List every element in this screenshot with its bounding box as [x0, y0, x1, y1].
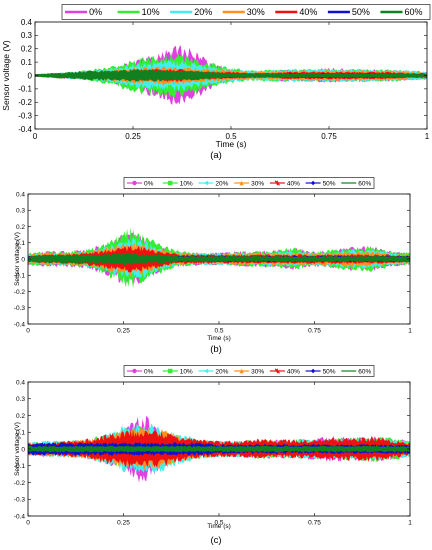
y-tick-label: 0	[21, 446, 25, 453]
legend-label: 10%	[180, 368, 193, 375]
y-tick-label: -0.2	[14, 480, 26, 487]
x-tick-label: 1	[425, 132, 430, 141]
legend-label: 50%	[323, 368, 336, 375]
y-tick-label: 0.3	[16, 396, 25, 403]
chart-panel-3: -0.4 -0.3 -0.2 -0.1 0 0.1 0.2 0.3 0.4 0 0.25 0.5 0.7…	[14, 365, 412, 546]
legend-label: 20%	[215, 180, 228, 187]
panel-caption: (c)	[210, 535, 221, 546]
legend-label: 30%	[251, 180, 264, 187]
y-tick-label: 0.2	[21, 45, 33, 54]
legend-label: 60%	[358, 180, 371, 187]
y-tick-label: -0.1	[18, 85, 32, 94]
legend-marker	[274, 368, 280, 374]
y-tick-label: 0.2	[16, 413, 25, 420]
series-60pct-area	[35, 68, 427, 82]
y-tick-label: -0.1	[14, 463, 26, 470]
panel-caption: (b)	[210, 344, 222, 355]
legend-label: 50%	[352, 7, 370, 17]
plot-area	[28, 416, 410, 483]
legend-marker	[310, 368, 316, 374]
legend: 0% 10% 20% 30% 40% 50% 60%	[123, 177, 375, 189]
y-tick-label: -0.4	[14, 321, 26, 328]
y-tick-label: 0.4	[21, 18, 33, 27]
x-tick-label: 1	[408, 328, 412, 335]
y-tick-label: -0.3	[14, 305, 26, 312]
x-tick-label: 0.75	[308, 520, 321, 527]
y-tick-label: -0.3	[18, 111, 32, 120]
legend-label: 20%	[194, 7, 212, 17]
legend-label: 0%	[89, 7, 102, 17]
legend-marker	[203, 180, 209, 186]
chart-panel-2: -0.4 -0.3 -0.2 -0.1 0 0.1 0.2 0.3 0.4 0 0.25 0.5 0.7…	[14, 177, 412, 355]
panel-caption: (a)	[210, 150, 222, 161]
legend-marker	[132, 368, 137, 374]
x-tick-label: 0.25	[117, 520, 130, 527]
y-tick-label: -0.4	[14, 513, 26, 520]
y-tick-label: -0.1	[14, 273, 26, 280]
y-tick-label: 0.1	[16, 430, 25, 437]
legend-label: 20%	[215, 368, 228, 375]
y-tick-label: 0.1	[16, 240, 25, 247]
chart-panel-1: -0.4 -0.3 -0.2 -0.1 0 0.1 0.2 0.3 0.4 0 0.25 0.5 0.7…	[1, 4, 431, 161]
y-tick-label: 0.2	[16, 224, 25, 231]
y-tick-label: 0.3	[16, 208, 25, 215]
legend-label: 10%	[180, 180, 193, 187]
y-tick-label: 0.4	[16, 379, 25, 386]
x-tick-label: 0	[33, 132, 38, 141]
y-axis-label: Sensor voltage (V)	[14, 422, 21, 476]
legend-marker	[310, 180, 316, 186]
y-tick-label: -0.2	[18, 98, 32, 107]
x-tick-label: 0	[26, 520, 30, 527]
legend: 0% 10% 20% 30% 40% 50% 60%	[61, 4, 431, 20]
y-tick-label: 0	[21, 256, 25, 263]
y-tick-label: -0.2	[14, 289, 26, 296]
x-axis-label: Time (s)	[216, 139, 247, 149]
legend-label: 30%	[251, 368, 264, 375]
legend-label: 0%	[144, 180, 154, 187]
legend-label: 10%	[142, 7, 160, 17]
x-axis-label: Time (s)	[207, 335, 231, 342]
legend-label: 50%	[323, 180, 336, 187]
y-axis-label: Sensor voltage (V)	[1, 40, 11, 111]
legend-label: 0%	[144, 368, 154, 375]
plot-area	[35, 45, 427, 105]
x-tick-label: 0.5	[225, 132, 237, 141]
series-60pct-area	[28, 252, 410, 266]
legend-marker	[274, 180, 280, 186]
legend-marker	[203, 368, 209, 374]
legend-marker	[239, 180, 244, 186]
y-axis-label: Sensor voltage (V)	[14, 232, 21, 286]
x-tick-label: 0	[26, 328, 30, 335]
legend-marker	[168, 368, 173, 374]
x-tick-label: 0.25	[117, 328, 130, 335]
legend-label: 40%	[287, 180, 300, 187]
series-60pct-area	[28, 445, 410, 453]
legend-label: 60%	[358, 368, 371, 375]
legend-marker	[168, 180, 173, 186]
y-tick-label: 0.3	[21, 31, 33, 40]
x-tick-label: 0.25	[125, 132, 141, 141]
x-tick-label: 0.5	[214, 520, 223, 527]
plot-area	[28, 227, 410, 289]
legend-marker	[239, 368, 244, 374]
y-tick-label: 0.4	[16, 191, 25, 198]
y-tick-label: 0	[28, 71, 33, 80]
legend-label: 40%	[299, 7, 317, 17]
y-tick-label: 0.1	[21, 58, 33, 67]
x-tick-label: 1	[408, 520, 412, 527]
legend-label: 30%	[247, 7, 265, 17]
x-tick-label: 0.75	[321, 132, 337, 141]
legend-box	[61, 4, 431, 20]
y-tick-label: -0.3	[14, 497, 26, 504]
legend-label: 40%	[287, 368, 300, 375]
x-tick-label: 0.5	[214, 328, 223, 335]
x-axis-label: Time (s)	[207, 523, 231, 530]
legend: 0% 10% 20% 30% 40% 50% 60%	[123, 365, 375, 377]
x-tick-label: 0.75	[308, 328, 321, 335]
legend-marker	[132, 180, 137, 186]
y-tick-label: -0.4	[18, 125, 32, 134]
legend-label: 60%	[405, 7, 423, 17]
